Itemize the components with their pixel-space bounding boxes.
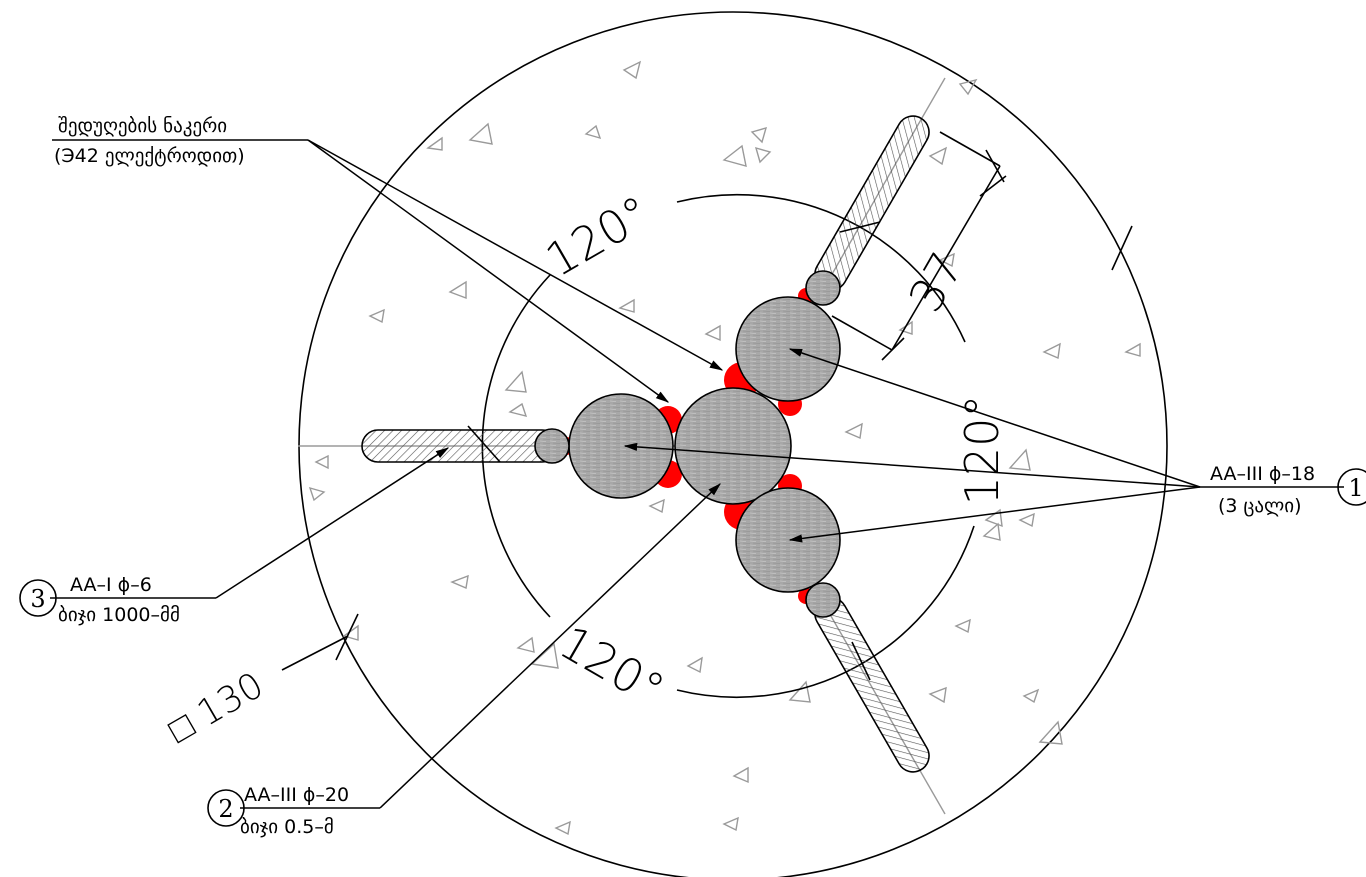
callout-number-2: 2	[218, 795, 233, 823]
angle-label-top: 120°	[537, 185, 660, 287]
tick-marks	[467, 221, 881, 681]
callout-circle-3	[19, 579, 57, 617]
stirrup-bar-left	[361, 429, 559, 463]
callout-circle-1	[1337, 468, 1366, 506]
diameter-dimension	[281, 225, 1133, 671]
stirrup-bars	[361, 115, 930, 773]
leader-lines	[50, 139, 1344, 809]
dimension-37-label: 37	[898, 243, 974, 321]
diameter-label: □ 130	[162, 665, 271, 751]
stirrup-label: AA–I ϕ–6	[70, 574, 152, 596]
main-bar-left	[568, 393, 674, 499]
stirrup-end-left	[534, 428, 570, 464]
callout-number-1: 1	[1348, 474, 1363, 502]
main-bar-bottom	[735, 487, 841, 593]
callout-number-3: 3	[30, 585, 45, 613]
rebar-bars	[534, 270, 841, 618]
rebar-main-label: AA–III ϕ–18	[1210, 463, 1315, 485]
angle-label-bottom: 120°	[551, 615, 674, 717]
concrete-aggregate-marks	[308, 60, 1141, 836]
main-bar-top	[735, 296, 841, 402]
center-bar-spacing: ბიჯი 0.5–მ	[240, 816, 334, 838]
rebar-main-count: (3 ცალი)	[1218, 495, 1302, 517]
stirrup-bar-bottom	[814, 597, 930, 773]
callout-circle-2	[207, 789, 245, 827]
center-bar-d20	[674, 387, 792, 505]
center-bar-label: AA–III ϕ–20	[244, 784, 349, 806]
stirrup-spacing: ბიჯი 1000–მმ	[58, 604, 180, 626]
stirrup-end-top	[805, 270, 841, 306]
weld-label-title: შედუღების ნაკერი	[58, 115, 227, 137]
dimension-37	[831, 131, 1007, 361]
angle-label-right: 120°	[955, 395, 1009, 506]
stirrup-end-bottom	[805, 582, 841, 618]
weld-label-sub: (Э42 ელექტროდით)	[54, 145, 245, 167]
